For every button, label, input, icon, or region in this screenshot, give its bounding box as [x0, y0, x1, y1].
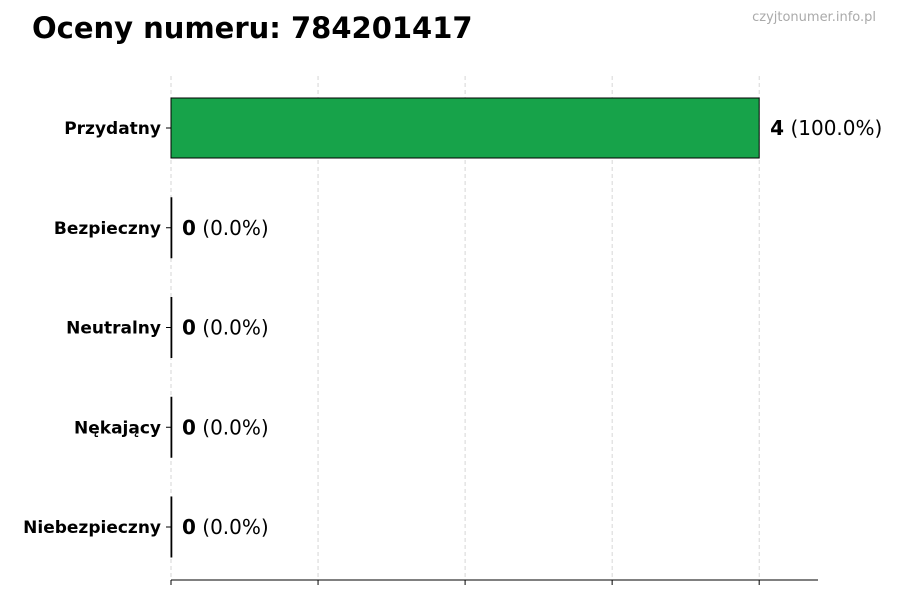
- category-label: Nękający: [74, 418, 161, 438]
- value-percent: (0.0%): [196, 216, 269, 240]
- category-label: Bezpieczny: [54, 219, 161, 239]
- value-percent: (100.0%): [784, 116, 882, 140]
- category-label: Neutralny: [66, 319, 161, 339]
- value-count: 0: [182, 515, 196, 539]
- value-label: 0 (0.0%): [182, 216, 269, 240]
- watermark: czyjtonumer.info.pl: [752, 10, 876, 25]
- category-label: Niebezpieczny: [23, 518, 161, 538]
- value-count: 0: [182, 316, 196, 340]
- chart-title: Oceny numeru: 784201417: [32, 11, 473, 45]
- value-label: 0 (0.0%): [182, 515, 269, 539]
- category-label: Przydatny: [64, 119, 161, 139]
- value-count: 0: [182, 216, 196, 240]
- value-count: 0: [182, 415, 196, 439]
- bar: [170, 197, 173, 259]
- value-label: 0 (0.0%): [182, 415, 269, 439]
- bar: [170, 97, 760, 159]
- bar: [170, 396, 173, 458]
- value-percent: (0.0%): [196, 515, 269, 539]
- value-label: 0 (0.0%): [182, 316, 269, 340]
- value-count: 4: [770, 116, 784, 140]
- value-percent: (0.0%): [196, 415, 269, 439]
- value-label: 4 (100.0%): [770, 116, 882, 140]
- value-percent: (0.0%): [196, 316, 269, 340]
- bar: [170, 297, 173, 358]
- bar: [170, 496, 173, 558]
